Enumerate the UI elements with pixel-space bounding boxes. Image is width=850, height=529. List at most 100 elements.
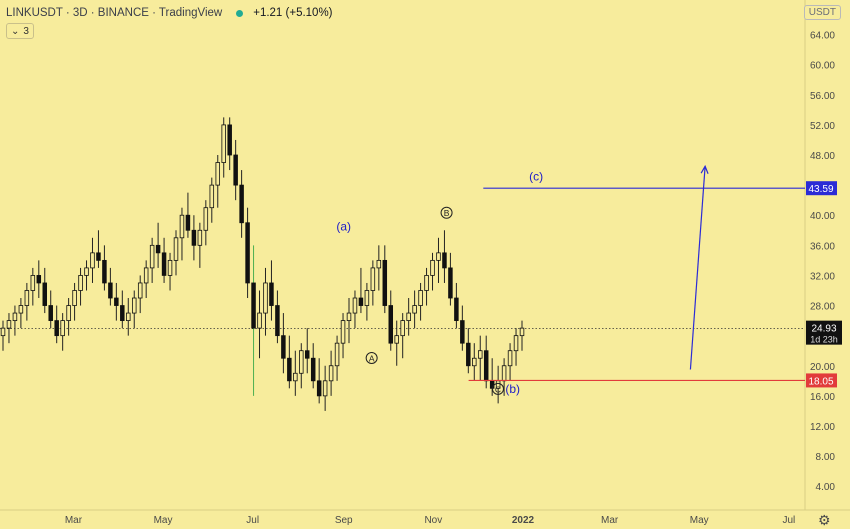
candle-body (209, 184, 215, 209)
candle-body (18, 305, 24, 314)
candle-body (519, 327, 525, 337)
candle-body (54, 320, 59, 337)
x-tick-label: Jul (246, 515, 259, 526)
candle-body (466, 342, 471, 367)
candle-body (448, 267, 453, 299)
y-tick-label: 48.00 (810, 151, 835, 162)
candle-body (460, 320, 465, 344)
candle-body (227, 124, 232, 156)
wave-label: B (444, 208, 450, 218)
symbol-title: LINKUSDT · 3D · BINANCE · TradingView (6, 7, 223, 19)
wave-circle (365, 351, 378, 364)
projection-arrow-line (689, 166, 706, 370)
wave-label: C (495, 384, 501, 394)
price-change: +1.21 (+5.10%) (253, 7, 333, 19)
current-price-label: 24.93 (811, 324, 836, 335)
candle-body (185, 214, 191, 231)
candle-body (310, 357, 316, 382)
candle-body (12, 312, 18, 321)
wave-label: A (369, 353, 375, 363)
candle-body (382, 259, 388, 306)
candle-body (155, 244, 161, 254)
candle-body (388, 305, 394, 344)
y-tick-label: 56.00 (810, 91, 835, 102)
candle-body (293, 372, 298, 382)
candle-body (60, 320, 65, 337)
indicator-toggle[interactable]: ⌄ 3 (6, 23, 34, 39)
candle-body (6, 320, 12, 329)
candle-body (149, 244, 155, 269)
candle-body (42, 282, 48, 306)
y-tick-label: 4.00 (816, 482, 836, 493)
candle-body (173, 237, 179, 261)
candle-body (143, 267, 149, 284)
candle-body (263, 282, 268, 314)
x-tick-label: Mar (65, 515, 83, 526)
candle-body (406, 312, 411, 321)
y-tick-label: 8.00 (816, 452, 836, 463)
candle-body (489, 380, 495, 389)
wave-circle (440, 206, 453, 219)
y-tick-label: 40.00 (810, 211, 835, 222)
target-price-label: 43.59 (808, 184, 833, 195)
candle-body (233, 154, 238, 186)
candle-body (131, 297, 137, 314)
x-tick-label: Jul (782, 515, 795, 526)
indicator-count: 3 (23, 25, 29, 37)
wave-label: (c) (529, 170, 543, 184)
candle-body (137, 282, 143, 299)
candle-body (322, 380, 328, 397)
x-tick-label: 2022 (512, 515, 535, 526)
x-tick-label: Nov (424, 515, 442, 526)
x-tick-label: May (690, 515, 709, 526)
candle-body (108, 282, 113, 299)
gear-icon[interactable]: ⚙ (818, 512, 831, 528)
candle-body (24, 290, 30, 306)
market-status-icon (236, 9, 244, 17)
candle-body (215, 162, 221, 186)
candle-body (167, 259, 173, 276)
current-price-tag (806, 320, 842, 345)
y-tick-label: 20.00 (810, 362, 835, 373)
candle-body (102, 259, 107, 284)
candle-body (316, 380, 322, 397)
support-price-tag (806, 373, 837, 388)
wave-label: (a) (336, 219, 351, 233)
chevron-down-icon: ⌄ (11, 25, 20, 37)
candle-body (507, 350, 513, 367)
candle-body (513, 335, 519, 352)
candle-body (501, 365, 507, 382)
candle-body (281, 335, 286, 359)
wave-circle (491, 382, 504, 395)
candle-body (370, 267, 376, 291)
candle-body (400, 320, 405, 337)
candle-body (340, 320, 346, 344)
x-tick-label: Sep (335, 515, 353, 526)
candle-body (245, 222, 250, 284)
candle-body (394, 335, 399, 344)
projection-arrow-head (700, 164, 709, 174)
bar-countdown-label: 1d 23h (810, 335, 838, 345)
candle-body (120, 305, 125, 321)
candle-body (90, 252, 95, 269)
candle-body (436, 252, 441, 261)
candle-body (328, 365, 334, 382)
candle-body (257, 312, 262, 329)
candle-body (358, 297, 364, 306)
currency-badge[interactable]: USDT (803, 5, 841, 20)
candle-body (412, 305, 417, 314)
candle-body (239, 184, 244, 224)
y-tick-label: 12.00 (810, 422, 835, 433)
candle-body (442, 252, 447, 269)
y-tick-label: 60.00 (810, 61, 835, 72)
candle-body (179, 214, 185, 239)
candle-body (424, 275, 429, 291)
candle-body (221, 124, 226, 163)
candle-body (30, 275, 36, 291)
candle-body (197, 229, 203, 246)
target-price-tag (806, 181, 837, 196)
candle-body (126, 312, 131, 321)
candle-body (251, 282, 256, 329)
